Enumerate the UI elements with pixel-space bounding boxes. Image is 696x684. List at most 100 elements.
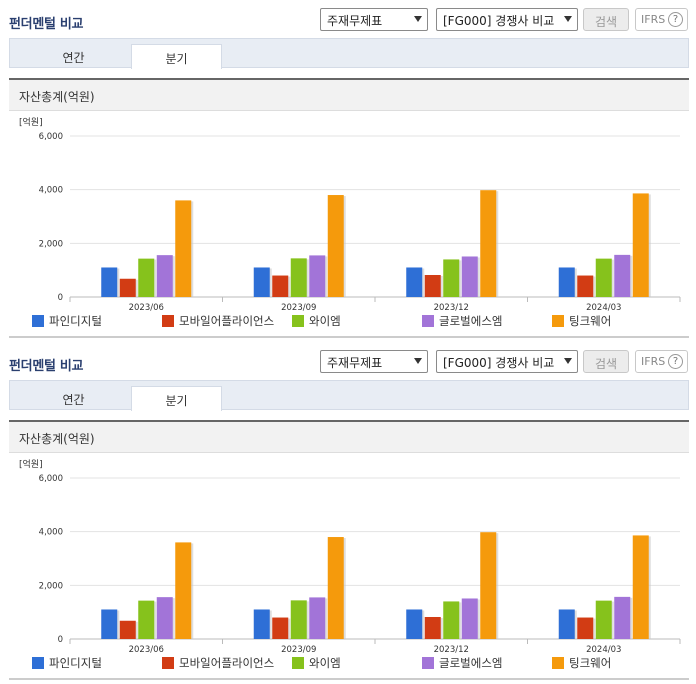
bar [443, 259, 460, 297]
legend-swatch [552, 657, 564, 669]
legend-label: 글로벌에스엠 [439, 314, 503, 328]
chart-legend: 파인디지털 모바일어플라이언스 와이엠 글로벌에스엠 팅크웨어 [0, 655, 696, 671]
legend-item[interactable]: 모바일어플라이언스 [162, 313, 274, 329]
y-tick-label: 4,000 [39, 528, 63, 538]
legend-label: 모바일어플라이언스 [179, 314, 275, 328]
legend-item[interactable]: 팅크웨어 [552, 655, 611, 671]
search-button[interactable]: 검색 [583, 350, 629, 373]
legend-item[interactable]: 와이엠 [292, 313, 341, 329]
legend-label: 와이엠 [309, 656, 341, 670]
tab-quarterly[interactable]: 분기 [131, 44, 222, 69]
bar [632, 193, 649, 297]
y-unit-label: [억원] [19, 116, 43, 128]
chevron-down-icon [564, 358, 572, 364]
x-tick-label: 2023/09 [281, 303, 316, 312]
y-tick-label: 2,000 [39, 239, 63, 249]
bar [272, 617, 289, 639]
x-tick-label: 2023/12 [434, 303, 469, 312]
bar [138, 258, 155, 297]
compare-select-value: [FG000] 경쟁사 비교 [443, 14, 555, 28]
help-icon[interactable]: ? [668, 354, 683, 369]
legend-item[interactable]: 파인디지털 [32, 655, 102, 671]
x-tick-label: 2023/09 [281, 645, 316, 654]
legend-label: 파인디지털 [49, 314, 102, 328]
bar [595, 258, 612, 297]
fundamental-section-2: 펀더멘털 비교 주재무제표 [FG000] 경쟁사 비교 검색 IFRS ? 연… [0, 342, 696, 684]
search-button[interactable]: 검색 [583, 8, 629, 31]
panel-header: 자산총계(억원) [9, 420, 689, 453]
bar [156, 255, 173, 297]
compare-select[interactable]: [FG000] 경쟁사 비교 [436, 8, 578, 31]
bar [577, 617, 594, 639]
bar [577, 275, 594, 297]
tab-annual[interactable]: 연간 [62, 393, 85, 407]
bar [101, 609, 118, 639]
statement-select[interactable]: 주재무제표 [320, 350, 428, 373]
bar [290, 258, 307, 297]
bar [119, 620, 136, 639]
ifrs-button[interactable]: IFRS ? [635, 350, 688, 373]
bar [290, 600, 307, 639]
x-tick-label: 2023/12 [434, 645, 469, 654]
bar [424, 616, 441, 639]
panel-header: 자산총계(억원) [9, 78, 689, 111]
bar [406, 609, 423, 639]
bar [461, 598, 478, 639]
period-tabs: 연간 분기 [9, 38, 689, 69]
legend-swatch [292, 657, 304, 669]
bar [138, 600, 155, 639]
bar [614, 254, 631, 297]
y-tick-label: 0 [58, 635, 63, 645]
x-tick-label: 2023/06 [129, 645, 164, 654]
x-tick-label: 2024/03 [586, 645, 621, 654]
bar [461, 256, 478, 297]
bar [327, 537, 344, 639]
chevron-down-icon [414, 358, 422, 364]
bar [480, 190, 497, 297]
legend-swatch [162, 315, 174, 327]
asset-bar-chart: [억원] 0 2,000 4,000 6,000 2023/06 2023/09 2023/1… [19, 458, 681, 654]
tab-annual[interactable]: 연간 [62, 51, 85, 65]
bar [327, 195, 344, 297]
divider [9, 678, 689, 680]
legend-label: 팅크웨어 [569, 656, 612, 670]
help-icon[interactable]: ? [668, 12, 683, 27]
legend-swatch [552, 315, 564, 327]
section-title: 펀더멘털 비교 [9, 17, 84, 32]
compare-select[interactable]: [FG000] 경쟁사 비교 [436, 350, 578, 373]
legend-item[interactable]: 글로벌에스엠 [422, 655, 502, 671]
bar [424, 274, 441, 297]
legend-label: 와이엠 [309, 314, 341, 328]
legend-item[interactable]: 팅크웨어 [552, 313, 611, 329]
legend-label: 파인디지털 [49, 656, 102, 670]
legend-item[interactable]: 모바일어플라이언스 [162, 655, 274, 671]
ifrs-button[interactable]: IFRS ? [635, 8, 688, 31]
asset-bar-chart: [억원] 0 2,000 4,000 6,000 2023/06 2023/09 2023/1… [19, 116, 681, 312]
bar [175, 200, 192, 297]
bar [101, 267, 118, 297]
statement-select[interactable]: 주재무제표 [320, 8, 428, 31]
legend-item[interactable]: 글로벌에스엠 [422, 313, 502, 329]
compare-select-value: [FG000] 경쟁사 비교 [443, 356, 555, 370]
fundamental-section-1: 펀더멘털 비교 주재무제표 [FG000] 경쟁사 비교 검색 IFRS ? 연… [0, 8, 696, 338]
legend-swatch [422, 315, 434, 327]
legend-label: 팅크웨어 [569, 314, 612, 328]
section-title: 펀더멘털 비교 [9, 359, 84, 374]
tab-quarterly[interactable]: 분기 [131, 386, 222, 411]
bar [558, 267, 575, 297]
legend-item[interactable]: 파인디지털 [32, 313, 102, 329]
legend-swatch [422, 657, 434, 669]
bar [632, 535, 649, 639]
panel-title: 자산총계(억원) [19, 90, 95, 104]
period-tabs: 연간 분기 [9, 380, 689, 411]
bar [558, 609, 575, 639]
x-tick-label: 2024/03 [586, 303, 621, 312]
bar [309, 597, 326, 639]
y-tick-label: 6,000 [39, 132, 63, 142]
divider [9, 336, 689, 338]
legend-item[interactable]: 와이엠 [292, 655, 341, 671]
bar [443, 601, 460, 639]
chart-legend: 파인디지털 모바일어플라이언스 와이엠 글로벌에스엠 팅크웨어 [0, 313, 696, 329]
bar [272, 275, 289, 297]
y-unit-label: [억원] [19, 458, 43, 470]
